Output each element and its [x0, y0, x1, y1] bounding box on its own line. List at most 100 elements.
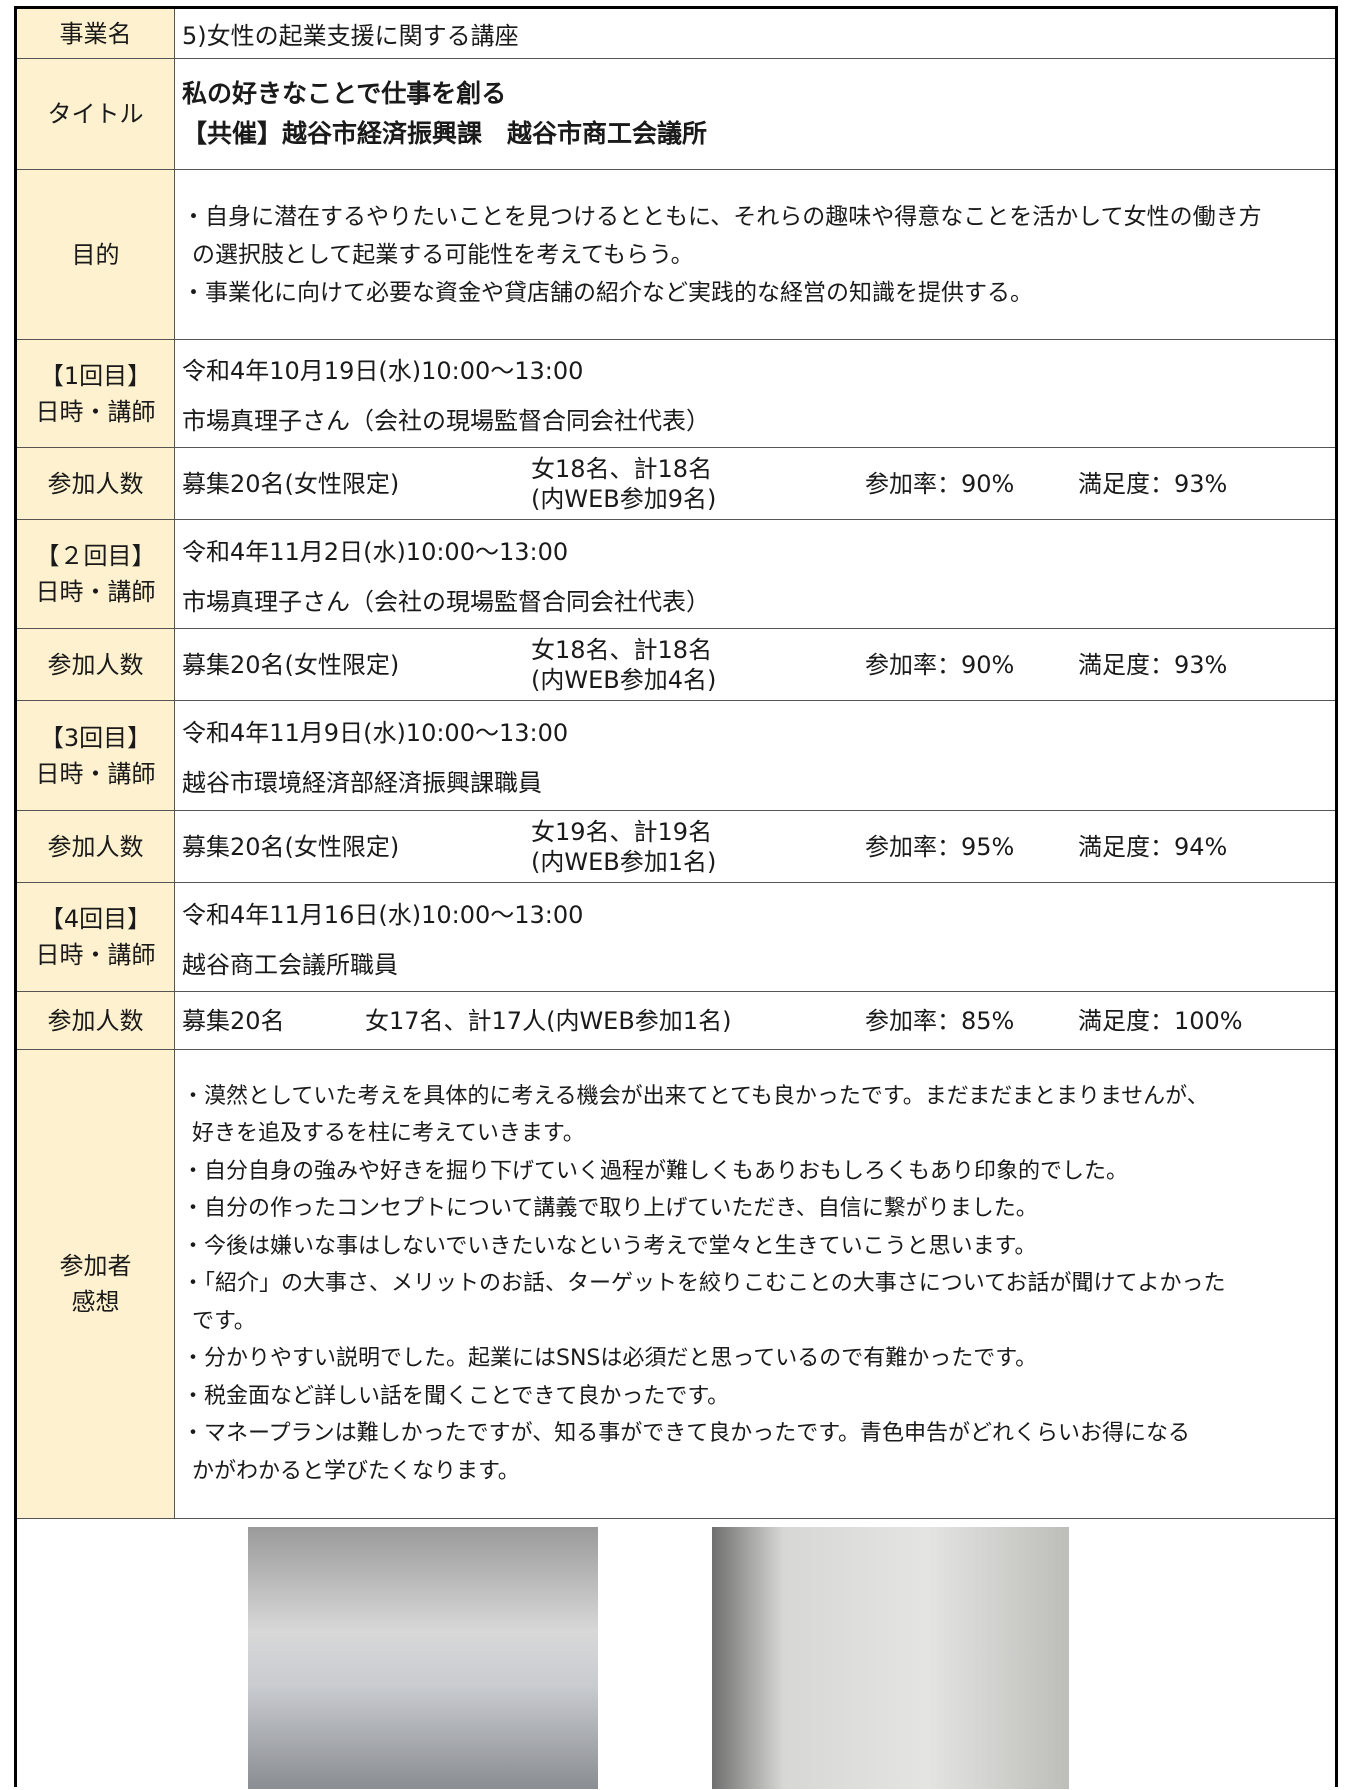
- label-line: 事業名: [60, 16, 132, 52]
- content-line: 越谷市環境経済部経済振興課職員: [182, 763, 1328, 798]
- content-line: 市場真理子さん（会社の現場監督合同会社代表）: [182, 401, 1328, 436]
- content-line: ・自身に潜在するやりたいことを見つけるとともに、それらの趣味や得意なことを活かし…: [182, 198, 1335, 236]
- content-line: 令和4年11月16日(水)10:00～13:00: [182, 895, 1328, 930]
- row-content: 募集20名(女性限定) 女18名、計18名(内WEB参加4名) 参加率：90% 満足度…: [175, 629, 1335, 700]
- participation-cell: 女18名、計18名(内WEB参加9名): [531, 454, 716, 514]
- content-line: ・自分自身の強みや好きを掘り下げていく過程が難しくもありおもしろくもあり印象的で…: [182, 1153, 1335, 1191]
- participation-cell: 満足度：100%: [1078, 1006, 1243, 1036]
- content-line: ・事業化に向けて必要な資金や貸店舗の紹介など実践的な経営の知識を提供する。: [182, 274, 1335, 312]
- row-label: 【3回目】日時・講師: [17, 701, 175, 810]
- table-row: 参加人数 募集20名 女17名、計17人(内WEB参加1名) 参加率：85% 満足度：1…: [17, 992, 1335, 1050]
- participation-cell: 満足度：93%: [1078, 650, 1227, 680]
- content-line: 私の好きなことで仕事を創る: [182, 74, 1335, 114]
- participation-cell: 満足度：93%: [1078, 469, 1227, 499]
- content-line: 令和4年10月19日(水)10:00～13:00: [182, 351, 1328, 386]
- row-label: 参加人数: [17, 992, 175, 1049]
- row-label: 参加者感想: [17, 1050, 175, 1518]
- row-label: 参加人数: [17, 629, 175, 700]
- row-label: 参加人数: [17, 811, 175, 882]
- content-line: ・「紹介」の大事さ、メリットのお話、ターゲットを絞りこむことの大事さについてお話…: [182, 1265, 1335, 1303]
- cell-line: 参加率：95%: [865, 832, 1014, 862]
- cell-line: 募集20名(女性限定): [182, 469, 399, 499]
- participation-cell: 募集20名: [182, 1006, 285, 1036]
- table-row: 参加人数 募集20名(女性限定) 女19名、計19名(内WEB参加1名) 参加率：95…: [17, 811, 1335, 883]
- cell-line: (内WEB参加1名): [531, 847, 716, 877]
- row-content: 募集20名(女性限定) 女18名、計18名(内WEB参加9名) 参加率：90% 満足度…: [175, 448, 1335, 519]
- content-line: 5)女性の起業支援に関する講座: [182, 16, 1335, 51]
- label-line: 日時・講師: [36, 937, 156, 973]
- cell-line: 参加率：90%: [865, 650, 1014, 680]
- row-content: 令和4年10月19日(水)10:00～13:00 市場真理子さん（会社の現場監督合…: [175, 340, 1335, 447]
- row-content: 募集20名 女17名、計17人(内WEB参加1名) 参加率：85% 満足度：100%: [175, 992, 1335, 1049]
- cell-line: 満足度：100%: [1078, 1006, 1243, 1036]
- label-line: 目的: [72, 237, 120, 273]
- table-row: 目的 ・自身に潜在するやりたいことを見つけるとともに、それらの趣味や得意なことを活…: [17, 170, 1335, 340]
- participation-cell: 参加率：90%: [865, 469, 1014, 499]
- cell-line: 満足度：93%: [1078, 650, 1227, 680]
- cell-line: (内WEB参加4名): [531, 665, 716, 695]
- participation-cell: 参加率：85%: [865, 1006, 1014, 1036]
- content-line: 【共催】越谷市経済振興課 越谷市商工会議所: [182, 114, 1335, 154]
- participation-cell: 女19名、計19名(内WEB参加1名): [531, 817, 716, 877]
- content-line: ・今後は嫌いな事はしないでいきたいなという考えで堂々と生きていこうと思います。: [182, 1228, 1335, 1266]
- cell-line: 満足度：93%: [1078, 469, 1227, 499]
- table-row: タイトル私の好きなことで仕事を創る【共催】越谷市経済振興課 越谷市商工会議所: [17, 59, 1335, 170]
- label-line: 日時・講師: [36, 574, 156, 610]
- label-line: 参加人数: [48, 466, 144, 502]
- table-row: 参加人数 募集20名(女性限定) 女18名、計18名(内WEB参加9名) 参加率：90…: [17, 448, 1335, 520]
- photo-row: [17, 1519, 1335, 1790]
- photo: [248, 1527, 598, 1789]
- participation-cell: 女18名、計18名(内WEB参加4名): [531, 635, 716, 695]
- cell-line: (内WEB参加9名): [531, 484, 716, 514]
- label-line: 【3回目】: [40, 720, 151, 756]
- row-content: 5)女性の起業支援に関する講座: [175, 9, 1335, 58]
- cell-line: 満足度：94%: [1078, 832, 1227, 862]
- label-line: タイトル: [48, 96, 144, 132]
- cell-line: 募集20名(女性限定): [182, 832, 399, 862]
- row-label: 【4回目】日時・講師: [17, 883, 175, 991]
- row-content: ・自身に潜在するやりたいことを見つけるとともに、それらの趣味や得意なことを活かし…: [175, 170, 1335, 339]
- label-line: 参加人数: [48, 829, 144, 865]
- row-label: 【２回目】日時・講師: [17, 520, 175, 628]
- label-line: 参加人数: [48, 1003, 144, 1039]
- participation-cell: 参加率：90%: [865, 650, 1014, 680]
- label-line: 感想: [72, 1284, 120, 1320]
- table-row: 参加人数 募集20名(女性限定) 女18名、計18名(内WEB参加4名) 参加率：90…: [17, 629, 1335, 701]
- table-row: 【1回目】日時・講師令和4年10月19日(水)10:00～13:00 市場真理子さ…: [17, 340, 1335, 448]
- row-content: ・漠然としていた考えを具体的に考える機会が出来てとても良かったです。まだまだまと…: [175, 1050, 1335, 1518]
- label-line: 日時・講師: [36, 394, 156, 430]
- cell-line: 参加率：85%: [865, 1006, 1014, 1036]
- participation-cell: 募集20名(女性限定): [182, 832, 399, 862]
- label-line: 参加者: [60, 1248, 132, 1284]
- row-label: 目的: [17, 170, 175, 339]
- cell-line: 女19名、計19名: [531, 817, 716, 847]
- label-line: 参加人数: [48, 647, 144, 683]
- cell-line: 参加率：90%: [865, 469, 1014, 499]
- participation-cell: 女17名、計17人(内WEB参加1名): [365, 1006, 731, 1036]
- photo: [712, 1527, 1069, 1789]
- label-line: 日時・講師: [36, 756, 156, 792]
- label-line: 【1回目】: [40, 358, 151, 394]
- cell-line: 女18名、計18名: [531, 635, 716, 665]
- row-label: 【1回目】日時・講師: [17, 340, 175, 447]
- cell-line: 募集20名(女性限定): [182, 650, 399, 680]
- row-content: 私の好きなことで仕事を創る【共催】越谷市経済振興課 越谷市商工会議所: [175, 59, 1335, 169]
- content-line: ・自分の作ったコンセプトについて講義で取り上げていただき、自信に繋がりました。: [182, 1190, 1335, 1228]
- content-line: 令和4年11月2日(水)10:00～13:00: [182, 532, 1328, 567]
- content-line: です。: [182, 1303, 1335, 1341]
- table-row: 事業名 5)女性の起業支援に関する講座: [17, 9, 1335, 59]
- page: {"rows":[ {"label":["事業名"],"lines":["5)女…: [0, 0, 1347, 1787]
- cell-line: 女18名、計18名: [531, 454, 716, 484]
- table-row: 【4回目】日時・講師令和4年11月16日(水)10:00～13:00 越谷商工会議…: [17, 883, 1335, 992]
- content-line: 越谷商工会議所職員: [182, 945, 1328, 980]
- row-label: タイトル: [17, 59, 175, 169]
- participation-cell: 募集20名(女性限定): [182, 469, 399, 499]
- content-line: ・税金面など詳しい話を聞くことできて良かったです。: [182, 1378, 1335, 1416]
- row-label: 参加人数: [17, 448, 175, 519]
- content-line: かがわかると学びたくなります。: [182, 1453, 1335, 1491]
